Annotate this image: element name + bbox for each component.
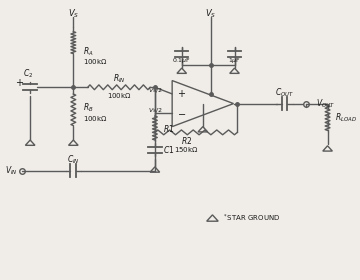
Text: $C_{IN}$: $C_{IN}$: [67, 154, 80, 166]
Text: 100k$\Omega$: 100k$\Omega$: [83, 114, 107, 123]
Text: $V_S/2$: $V_S/2$: [148, 106, 163, 115]
Text: $V_S$: $V_S$: [68, 7, 79, 20]
Text: 150k$\Omega$: 150k$\Omega$: [174, 145, 199, 154]
Text: $C_2$: $C_2$: [23, 67, 33, 80]
Text: $V_S/2$: $V_S/2$: [148, 87, 163, 95]
Text: $R_B$: $R_B$: [83, 102, 94, 114]
Text: $V_S$: $V_S$: [205, 7, 216, 20]
Text: $^*$STAR GROUND: $^*$STAR GROUND: [222, 213, 280, 224]
Text: $R1$: $R1$: [163, 123, 174, 134]
Text: $R_{IN}$: $R_{IN}$: [113, 73, 125, 85]
Text: $C_{OUT}$: $C_{OUT}$: [275, 87, 294, 99]
Text: 100k$\Omega$: 100k$\Omega$: [107, 91, 131, 101]
Text: $R_A$: $R_A$: [83, 45, 94, 58]
Text: $R2$: $R2$: [181, 135, 192, 146]
Text: 1$\mu$F: 1$\mu$F: [228, 56, 241, 65]
Text: $R_{LOAD}$: $R_{LOAD}$: [335, 112, 357, 124]
Text: 100k$\Omega$: 100k$\Omega$: [83, 57, 107, 66]
Text: $-$: $-$: [177, 108, 186, 118]
Text: +: +: [177, 89, 185, 99]
Text: $V_{IN}$: $V_{IN}$: [5, 164, 18, 177]
Text: +: +: [15, 78, 23, 88]
Text: $C1$: $C1$: [163, 144, 174, 155]
Text: 0.1$\mu$F: 0.1$\mu$F: [172, 56, 191, 65]
Text: $V_{OUT}$: $V_{OUT}$: [316, 97, 335, 110]
